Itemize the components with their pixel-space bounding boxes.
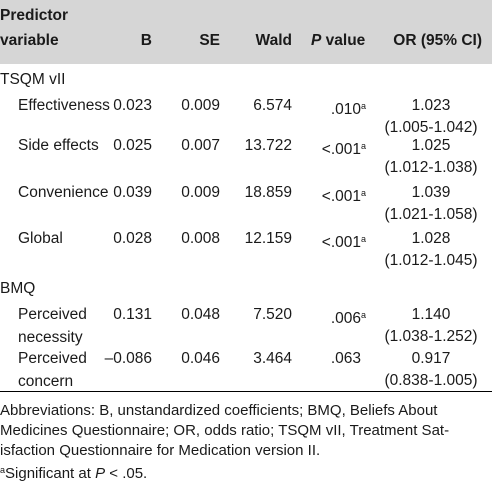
table-bottom-rule: [0, 391, 492, 392]
p-value-text: <.001: [321, 234, 361, 251]
significance-marker: a: [361, 310, 367, 320]
header-p-rest: value: [321, 32, 366, 49]
cell-wald: 18.859: [244, 184, 292, 201]
cell-wald: 13.722: [244, 137, 292, 154]
footnote-sig-p: P: [95, 465, 106, 482]
cell-p-value: .063: [331, 350, 367, 368]
cell-se: 0.048: [181, 306, 220, 323]
cell-or: 1.023: [411, 97, 451, 114]
cell-se: 0.046: [181, 350, 220, 367]
header-b: B: [140, 32, 152, 49]
cell-ci: (1.038-1.252): [384, 328, 478, 345]
cell-b: –0.086: [104, 350, 152, 367]
footnote-sig-prefix: Significant at: [5, 465, 96, 482]
cell-wald: 7.520: [253, 306, 292, 323]
cell-ci: (0.838-1.005): [384, 372, 478, 389]
cell-or: 0.917: [411, 350, 451, 367]
table-header: Predictor variable B SE Wald P value OR …: [0, 0, 492, 64]
p-value-text: .063: [330, 350, 361, 367]
row-label: Side effects: [18, 137, 99, 154]
significance-marker: a: [361, 101, 367, 111]
footnote-sig-suffix: < .05.: [105, 465, 148, 482]
row-label: necessity: [18, 329, 83, 346]
cell-se: 0.009: [181, 97, 220, 114]
cell-ci: (1.012-1.045): [384, 252, 478, 269]
significance-marker: a: [361, 234, 367, 244]
p-value-text: <.001: [321, 188, 361, 205]
cell-or: 1.025: [411, 137, 451, 154]
header-predictor-line2: variable: [0, 32, 59, 49]
header-se: SE: [199, 32, 220, 49]
significance-marker: a: [361, 141, 367, 151]
cell-ci: (1.012-1.038): [384, 159, 478, 176]
row-label: concern: [18, 373, 74, 390]
cell-p-value: .006a: [331, 306, 367, 328]
footnote-abbrev-3: isfaction Questionnaire for Medication v…: [0, 442, 321, 459]
footnote-sig-marker: a: [0, 465, 6, 475]
footnote-significance: aSignificant at P < .05.: [0, 461, 492, 483]
cell-or: 1.039: [411, 184, 451, 201]
p-value-text: .010: [330, 101, 361, 118]
cell-ci: (1.005-1.042): [384, 119, 478, 136]
cell-se: 0.007: [181, 137, 220, 154]
p-value-text: .006: [330, 310, 361, 327]
row-label: Effectiveness: [18, 97, 110, 114]
group-title: BMQ: [0, 280, 36, 297]
cell-b: 0.028: [113, 230, 152, 247]
footnote-abbrev-1: Abbreviations: B, unstandardized coeffic…: [0, 402, 438, 419]
cell-b: 0.131: [113, 306, 152, 323]
cell-p-value: <.001a: [322, 184, 367, 206]
row-label: Perceived: [18, 350, 87, 367]
p-value-text: <.001: [321, 141, 361, 158]
cell-b: 0.039: [113, 184, 152, 201]
header-p-italic: P: [311, 32, 322, 49]
cell-wald: 6.574: [253, 97, 292, 114]
header-predictor-line1: Predictor: [0, 7, 69, 24]
header-p-value: P value: [311, 32, 365, 50]
cell-or: 1.028: [411, 230, 451, 247]
header-wald: Wald: [255, 32, 292, 49]
cell-p-value: .010a: [331, 97, 367, 119]
row-label: Convenience: [18, 184, 109, 201]
cell-b: 0.023: [113, 97, 152, 114]
cell-se: 0.008: [181, 230, 220, 247]
cell-b: 0.025: [113, 137, 152, 154]
header-or: OR (95% CI): [393, 32, 482, 49]
cell-p-value: <.001a: [322, 137, 367, 159]
cell-wald: 12.159: [244, 230, 292, 247]
cell-or: 1.140: [411, 306, 451, 323]
footnote-abbrev-2: Medicines Questionnaire; OR, odds ratio;…: [0, 422, 450, 439]
row-label: Perceived: [18, 306, 87, 323]
cell-ci: (1.021-1.058): [384, 206, 478, 223]
row-label: Global: [18, 230, 63, 247]
cell-p-value: <.001a: [322, 230, 367, 252]
cell-wald: 3.464: [253, 350, 292, 367]
group-title: TSQM vII: [0, 71, 66, 88]
significance-marker: a: [361, 188, 367, 198]
cell-se: 0.009: [181, 184, 220, 201]
